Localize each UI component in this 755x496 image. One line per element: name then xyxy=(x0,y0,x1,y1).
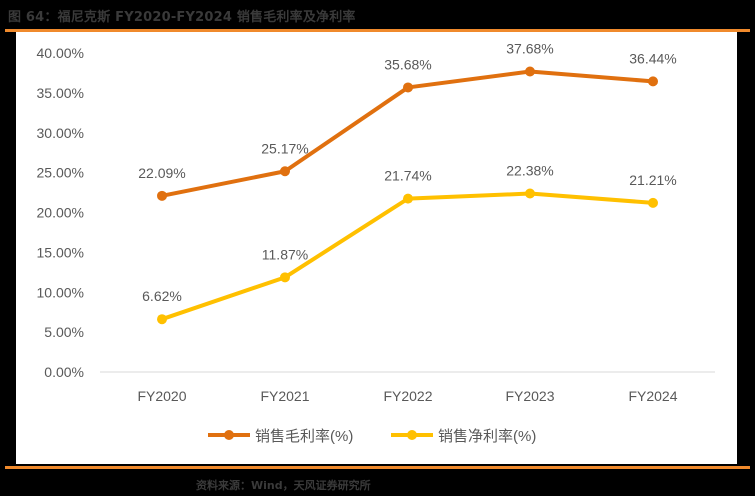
data-label: 11.87% xyxy=(262,246,308,262)
x-tick-label: FY2023 xyxy=(505,388,554,404)
x-tick-label: FY2022 xyxy=(383,388,432,404)
y-tick-label: 20.00% xyxy=(37,205,84,221)
data-label: 37.68% xyxy=(506,41,553,57)
chart-area: 0.00% 5.00% 10.00% 15.00% 20.00% 25.00% 30.00%… xyxy=(16,32,737,464)
data-label: 36.44% xyxy=(629,50,676,66)
y-tick-label: 25.00% xyxy=(37,165,84,181)
data-point xyxy=(280,166,290,177)
legend-marker-icon xyxy=(224,430,234,440)
figure-title: 图 64：福尼克斯 FY2020-FY2024 销售毛利率及净利率 xyxy=(8,10,356,25)
legend-label: 销售净利率(%) xyxy=(438,428,536,445)
data-label: 35.68% xyxy=(384,56,431,72)
y-tick-label: 15.00% xyxy=(37,244,84,260)
data-point xyxy=(525,188,535,199)
data-point xyxy=(403,82,413,93)
series-line-1 xyxy=(161,191,654,322)
y-tick-label: 10.00% xyxy=(37,284,84,300)
data-point xyxy=(157,190,167,201)
y-tick-label: 0.00% xyxy=(44,364,84,380)
data-point xyxy=(280,272,290,283)
x-tick-label: FY2020 xyxy=(137,388,186,404)
source-note: 资料来源：Wind，天风证券研究所 xyxy=(196,479,371,492)
legend-marker-icon xyxy=(407,430,417,440)
data-label: 6.62% xyxy=(142,288,182,304)
x-tick-label: FY2024 xyxy=(628,388,677,404)
line-chart: 0.00% 5.00% 10.00% 15.00% 20.00% 25.00% 30.00%… xyxy=(37,41,715,445)
data-label: 25.17% xyxy=(261,140,308,156)
data-point xyxy=(648,76,658,87)
y-tick-label: 30.00% xyxy=(37,125,84,141)
data-point xyxy=(403,193,413,204)
data-label: 21.21% xyxy=(629,172,676,188)
y-tick-label: 40.00% xyxy=(37,45,84,61)
data-label: 22.09% xyxy=(138,165,185,181)
x-tick-label: FY2021 xyxy=(260,388,309,404)
legend-label: 销售毛利率(%) xyxy=(255,428,353,445)
data-point xyxy=(648,197,658,208)
data-point xyxy=(157,314,167,325)
data-label: 21.74% xyxy=(384,168,431,184)
y-tick-label: 35.00% xyxy=(37,85,84,101)
data-point xyxy=(525,66,535,77)
bottom-rule xyxy=(5,466,750,469)
y-tick-label: 5.00% xyxy=(44,324,84,340)
data-label: 22.38% xyxy=(506,163,553,179)
top-rule xyxy=(5,29,750,32)
